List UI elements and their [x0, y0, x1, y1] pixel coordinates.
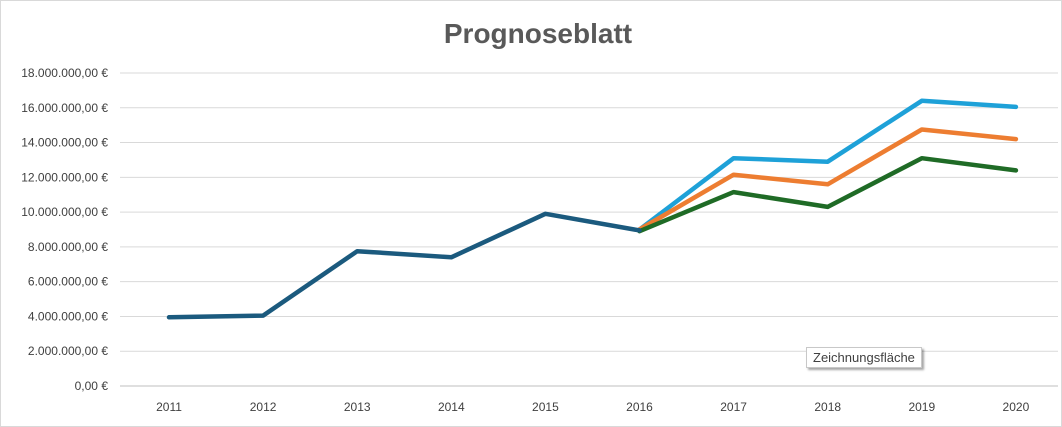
x-tick-label: 2016 [626, 400, 653, 414]
x-tick-label: 2011 [156, 400, 182, 414]
axes: 0,00 € 2.000.000,00 € 4.000.000,00 € 6.000.… [21, 66, 1058, 414]
series-line-1[interactable] [637, 98, 1019, 232]
plot-area-tooltip: Zeichnungsfläche [806, 347, 922, 368]
chart-title: Prognoseblatt [444, 18, 632, 49]
y-tick-label: 4.000.000,00 € [28, 309, 108, 323]
y-tick-label: 14.000.000,00 € [21, 136, 108, 150]
x-tick-label: 2015 [532, 400, 559, 414]
y-tick-label: 12.000.000,00 € [21, 170, 108, 184]
y-tick-label: 6.000.000,00 € [28, 275, 108, 289]
y-tick-label: 8.000.000,00 € [28, 240, 108, 254]
y-tick-label: 0,00 € [75, 379, 109, 393]
series-line-3[interactable] [637, 155, 1019, 234]
y-tick-label: 16.000.000,00 € [21, 101, 108, 115]
x-tick-label: 2018 [814, 400, 841, 414]
x-tick-label: 2014 [438, 400, 465, 414]
series-line-2[interactable] [637, 127, 1019, 232]
series-lines [166, 98, 1019, 320]
y-tick-label: 18.000.000,00 € [21, 66, 108, 80]
y-tick-label: 10.000.000,00 € [21, 205, 108, 219]
x-tick-label: 2013 [344, 400, 371, 414]
x-tick-label: 2020 [1003, 400, 1030, 414]
gridlines [120, 72, 1058, 352]
x-tick-label: 2019 [908, 400, 935, 414]
x-tick-label: 2017 [720, 400, 747, 414]
x-tick-label: 2012 [250, 400, 277, 414]
y-tick-label: 2.000.000,00 € [28, 344, 108, 358]
series-line-4[interactable] [166, 211, 642, 320]
